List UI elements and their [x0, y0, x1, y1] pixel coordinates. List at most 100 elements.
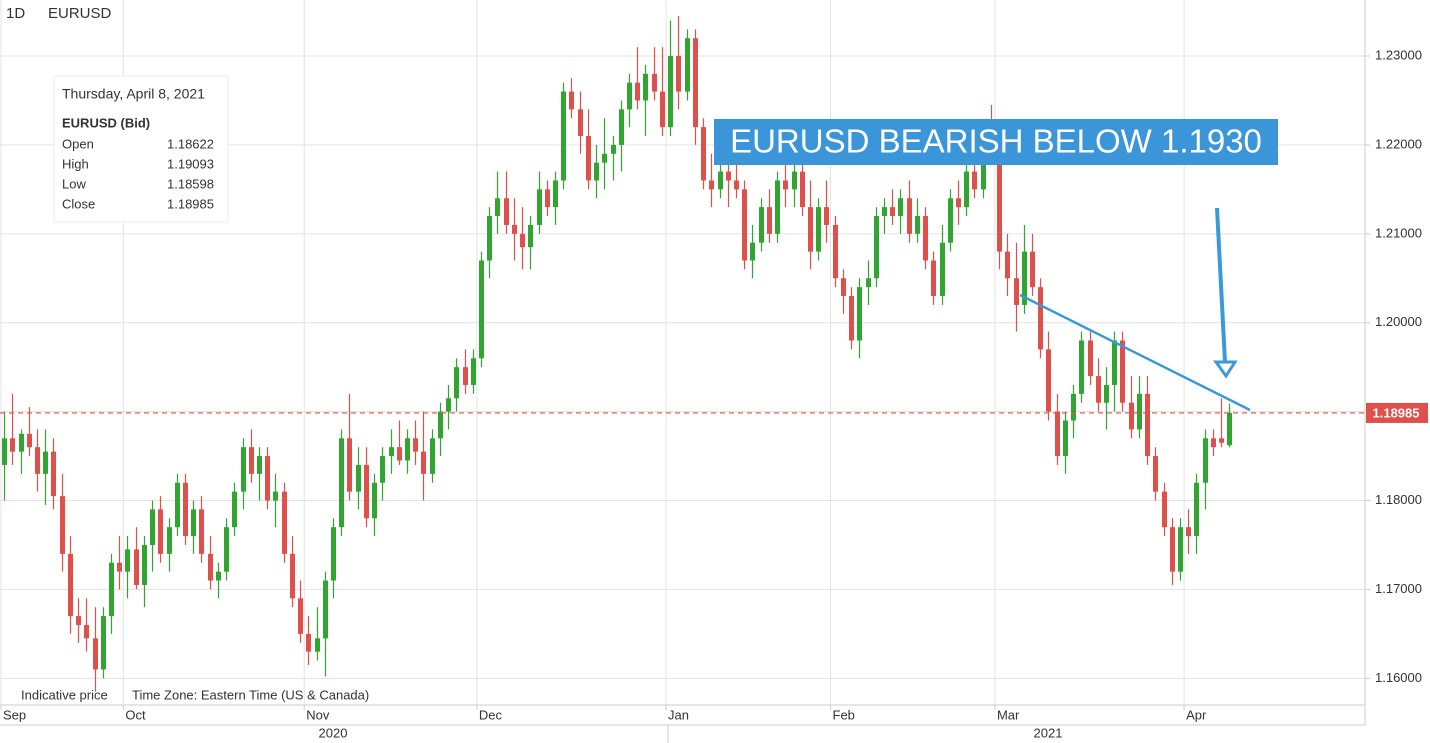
- candle-body: [940, 242, 945, 297]
- y-tick-label: 1.21000: [1375, 225, 1422, 240]
- arrow-shaft: [1215, 207, 1227, 363]
- candle-body: [438, 411, 443, 439]
- x-tick-label: Apr: [1186, 707, 1207, 722]
- candle-body: [594, 162, 599, 181]
- candle-body: [495, 198, 500, 217]
- candle-body: [101, 616, 106, 670]
- candle-body: [479, 260, 484, 359]
- info-label: Low: [62, 176, 86, 191]
- candle-body: [298, 598, 303, 634]
- candle-body: [1088, 340, 1093, 377]
- grid: [0, 0, 1365, 705]
- candle-body: [874, 216, 879, 279]
- candle-body: [10, 438, 15, 452]
- info-label: Close: [62, 196, 95, 211]
- candle-body: [676, 56, 681, 92]
- banner-text: EURUSD BEARISH BELOW 1.1930: [730, 123, 1262, 160]
- candle-body: [1137, 393, 1142, 430]
- arrow-head: [1213, 360, 1238, 379]
- candle-body: [512, 224, 517, 234]
- candle-body: [611, 144, 616, 154]
- candle-body: [528, 224, 533, 248]
- candle-body: [685, 38, 690, 92]
- candle-body: [553, 180, 558, 208]
- candle-body: [668, 56, 673, 128]
- candle-body: [1063, 420, 1068, 457]
- x-tick-label: Feb: [833, 707, 855, 722]
- candle-body: [208, 553, 213, 581]
- candle-body: [405, 438, 410, 461]
- candle-body: [175, 482, 180, 528]
- info-label: Open: [62, 136, 94, 151]
- candle-body: [792, 171, 797, 190]
- candle-body: [997, 153, 1002, 252]
- candle-body: [635, 82, 640, 101]
- candle-body: [487, 216, 492, 261]
- candle-body: [824, 207, 829, 225]
- candle-body: [915, 216, 920, 234]
- candle-body: [849, 296, 854, 341]
- candle-body: [726, 171, 731, 181]
- candle-body: [569, 91, 574, 110]
- candle-body: [545, 189, 550, 208]
- candle-body: [167, 527, 172, 554]
- candle-body: [265, 456, 270, 501]
- info-value: 1.18985: [167, 196, 214, 211]
- info-value: 1.18622: [167, 136, 214, 151]
- candle-body: [964, 171, 969, 208]
- candle-body: [783, 180, 788, 190]
- candle-body: [742, 189, 747, 261]
- info-value: 1.19093: [167, 156, 214, 171]
- footer-note: Indicative price: [21, 687, 108, 702]
- candle-body: [1129, 402, 1134, 430]
- candle-body: [800, 171, 805, 208]
- candle-body: [1014, 278, 1019, 305]
- candle-body: [306, 633, 311, 652]
- candle-body: [923, 216, 928, 261]
- candle-body: [643, 73, 648, 101]
- candle-body: [2, 438, 7, 465]
- candle-body: [290, 553, 295, 599]
- candle-body: [627, 82, 632, 110]
- candle-body: [709, 180, 714, 190]
- candle-body: [216, 571, 221, 581]
- candle-body: [857, 287, 862, 341]
- candle-body: [430, 438, 435, 474]
- candle-body: [816, 207, 821, 252]
- candle-body: [972, 171, 977, 190]
- candle-body: [701, 127, 706, 181]
- candle-body: [323, 580, 328, 639]
- candle-body: [60, 496, 65, 554]
- candle-body: [1005, 251, 1010, 279]
- info-value: 1.18598: [167, 176, 214, 191]
- year-label: 2021: [1034, 725, 1063, 740]
- candle-body: [1120, 340, 1125, 403]
- info-box: [53, 75, 229, 223]
- x-tick-label: Nov: [306, 707, 330, 722]
- candle-body: [561, 91, 566, 181]
- candle-body: [1071, 393, 1076, 421]
- candle-body: [1227, 412, 1232, 446]
- info-rows: Open 1.18622 High 1.19093 Low 1.18598 Close 1.1…: [62, 136, 214, 211]
- candle-body: [93, 638, 98, 670]
- candle-body: [315, 638, 320, 652]
- candle-body: [1194, 482, 1199, 537]
- candle-body: [750, 242, 755, 261]
- candle-body: [463, 367, 468, 385]
- candle-body: [882, 207, 887, 217]
- candle-body: [833, 224, 838, 279]
- candle-body: [759, 207, 764, 243]
- candle-body: [898, 198, 903, 217]
- candle-body: [1022, 251, 1027, 305]
- candle-body: [339, 438, 344, 528]
- candle-body: [347, 438, 352, 492]
- candle-body: [956, 198, 961, 208]
- candle-body: [890, 207, 895, 217]
- candle-body: [35, 447, 40, 474]
- candle-body: [1145, 393, 1150, 457]
- candle-body: [1030, 251, 1035, 288]
- candle-body: [948, 198, 953, 243]
- candle-body: [191, 509, 196, 537]
- candle-body: [504, 198, 509, 225]
- y-tick-label: 1.17000: [1375, 581, 1422, 596]
